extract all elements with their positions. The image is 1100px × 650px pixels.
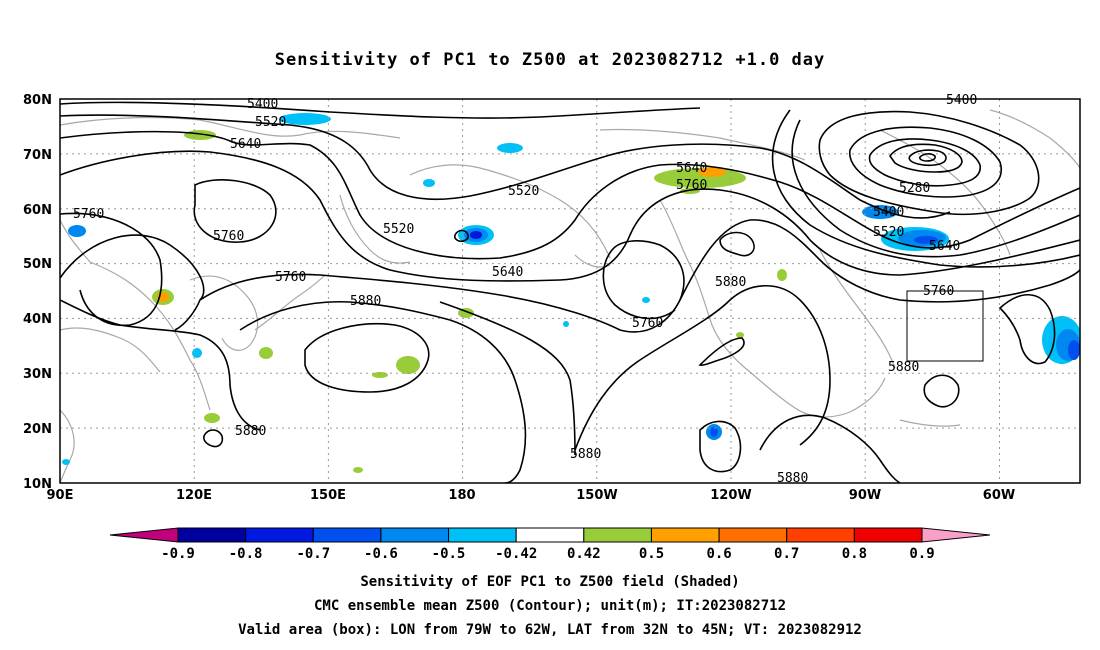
- lat-label: 70N: [23, 148, 52, 163]
- contour-labels: 5400 5520 5640 5760 5760 5760 5520 5520 …: [73, 93, 977, 486]
- colorbar-box: [650, 527, 720, 543]
- map-frame: [59, 98, 1081, 484]
- colorbar-box: [515, 527, 585, 543]
- colorbar-label: -0.8: [229, 546, 263, 562]
- contour-label: 5760: [73, 207, 104, 222]
- map-field: [60, 99, 1080, 483]
- colorbar-box: [853, 527, 923, 543]
- contour-label: 5880: [888, 360, 919, 375]
- longitude-labels: 90E 120E 150E 180 150W 120W 90W 60W: [47, 488, 1016, 503]
- lon-label: 120E: [176, 488, 212, 503]
- lat-label: 50N: [23, 257, 52, 272]
- lat-label: 30N: [23, 367, 52, 382]
- colorbar: -0.9 -0.8 -0.7 -0.6 -0.5 -0.42 0.42 0.5 …: [109, 527, 991, 562]
- caption-line-1: Sensitivity of EOF PC1 to Z500 field (Sh…: [360, 574, 740, 590]
- colorbar-label: 0.9: [909, 546, 934, 562]
- lon-label: 60W: [983, 488, 1015, 503]
- colorbar-box: [177, 527, 247, 543]
- contour-label: 5400: [946, 93, 977, 108]
- map-title: Sensitivity of PC1 to Z500 at 2023082712…: [274, 50, 826, 70]
- contour-label: 5760: [213, 229, 244, 244]
- colorbar-box: [583, 527, 652, 543]
- caption-line-3: Valid area (box): LON from 79W to 62W, L…: [238, 622, 862, 638]
- contour-label: 5760: [923, 284, 954, 299]
- contour-label: 5640: [676, 161, 707, 176]
- lon-label: 90W: [849, 488, 881, 503]
- contour-label: 5760: [676, 178, 707, 193]
- colorbar-label: 0.42: [567, 546, 601, 562]
- colorbar-box: [786, 527, 855, 543]
- contour-label: 5400: [873, 205, 904, 220]
- lat-label: 80N: [23, 93, 52, 108]
- contour-label: 5640: [230, 137, 261, 152]
- contour-label: 5520: [873, 225, 904, 240]
- contour-label: 5520: [508, 184, 539, 199]
- colorbar-label: 0.8: [842, 546, 867, 562]
- colorbar-label: -0.5: [432, 546, 466, 562]
- contour-label: 5880: [777, 471, 808, 486]
- lat-label: 10N: [23, 477, 52, 492]
- colorbar-label: -0.42: [495, 546, 537, 562]
- colorbar-label: 0.6: [706, 546, 731, 562]
- z500-contours: [60, 101, 1080, 483]
- colorbar-box: [380, 527, 450, 543]
- contour-label: 5640: [492, 265, 523, 280]
- colorbar-box: [312, 527, 382, 543]
- colorbar-right-arrow: [921, 527, 991, 543]
- valid-area-box: [906, 290, 984, 362]
- contour-label: 5880: [715, 275, 746, 290]
- lat-label: 60N: [23, 203, 52, 218]
- contour-label: 5760: [632, 316, 663, 331]
- lon-label: 120W: [710, 488, 751, 503]
- colorbar-label: -0.6: [364, 546, 398, 562]
- caption-line-2: CMC ensemble mean Z500 (Contour); unit(m…: [313, 598, 786, 614]
- contour-label: 5400: [247, 97, 278, 112]
- contour-label: 5880: [235, 424, 266, 439]
- colorbar-box: [718, 527, 788, 543]
- colorbar-box: [448, 527, 517, 543]
- contour-label: 5520: [383, 222, 414, 237]
- contour-label: 5520: [255, 115, 286, 130]
- lon-label: 150E: [310, 488, 346, 503]
- latitude-labels: 80N 70N 60N 50N 40N 30N 20N 10N: [23, 93, 52, 492]
- colorbar-label: 0.7: [774, 546, 799, 562]
- contour-label: 5880: [570, 447, 601, 462]
- contour-label: 5280: [899, 181, 930, 196]
- lon-label: 90E: [47, 488, 74, 503]
- lon-label: 180: [448, 488, 475, 503]
- colorbar-label: 0.5: [639, 546, 664, 562]
- contour-label: 5640: [929, 239, 960, 254]
- colorbar-box: [245, 527, 314, 543]
- contour-label: 5880: [350, 294, 381, 309]
- colorbar-label: -0.7: [296, 546, 330, 562]
- contour-label: 5760: [275, 270, 306, 285]
- lat-label: 20N: [23, 422, 52, 437]
- lat-label: 40N: [23, 312, 52, 327]
- colorbar-label: -0.9: [161, 546, 195, 562]
- lon-label: 150W: [576, 488, 617, 503]
- colorbar-left-arrow: [109, 527, 179, 543]
